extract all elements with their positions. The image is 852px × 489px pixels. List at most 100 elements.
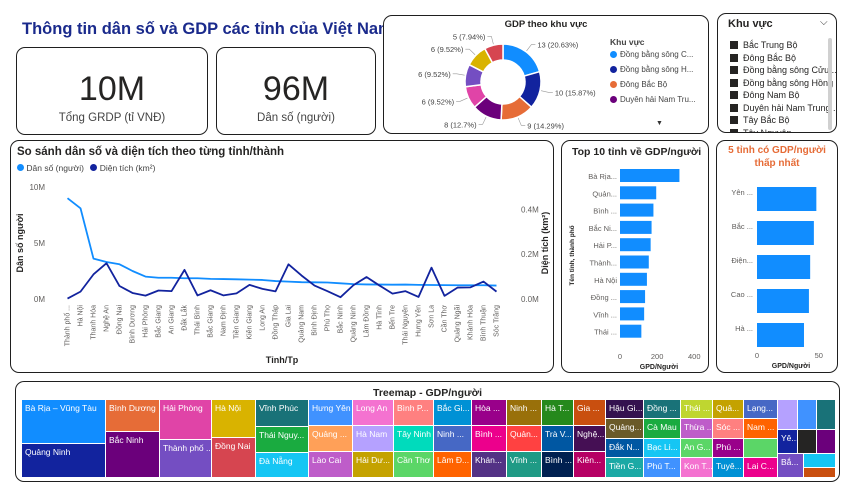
slicer-list[interactable]: Bắc Trung Bộ Đông Bắc Bộ Đồng bằng sông Cử… <box>718 32 836 132</box>
treemap-cell[interactable]: Bắc Ninh <box>106 432 160 478</box>
treemap-cell[interactable]: Thái Nguy... <box>256 427 309 453</box>
treemap-cell[interactable]: Lạng... <box>744 400 778 419</box>
treemap-cell[interactable]: Lai C... <box>744 458 778 478</box>
donut-legend-item[interactable]: Đồng bằng sông C... <box>610 50 706 65</box>
treemap-cell[interactable] <box>798 430 817 454</box>
treemap-cell[interactable]: Quả... <box>713 400 744 419</box>
slicer-checkbox[interactable] <box>730 103 738 112</box>
treemap-cell[interactable]: Tiền G... <box>606 458 644 478</box>
treemap-cell[interactable]: Bình P... <box>394 400 434 426</box>
treemap-cell[interactable]: Hải Dư... <box>353 452 394 478</box>
top10-bar[interactable] <box>620 220 652 234</box>
bottom5-bar[interactable] <box>757 187 817 211</box>
treemap-cell[interactable]: Lào Cai <box>309 452 353 478</box>
kpi-card-population[interactable]: 96M Dân số (người) <box>216 47 376 135</box>
donut-slice[interactable] <box>502 43 541 77</box>
slicer-checkbox[interactable] <box>730 128 738 132</box>
treemap-cell[interactable]: Đồng Nai <box>212 438 256 478</box>
slicer-item[interactable]: Đông Nam Bộ <box>730 90 800 100</box>
donut-legend-item[interactable]: Duyên hải Nam Tru... <box>610 95 706 110</box>
treemap-cell[interactable]: Cần Thơ <box>394 452 434 478</box>
treemap-cell[interactable]: Nam ... <box>744 419 778 439</box>
slicer-item[interactable]: Duyên hải Nam Trung ... <box>730 103 836 113</box>
donut-legend-item[interactable]: Đồng bằng sông H... <box>610 65 706 80</box>
donut-chart-card[interactable]: GDP theo khu vực 13 (20.63%) 10 (15.87%) 9… <box>383 15 709 134</box>
treemap-cell[interactable]: Quảng... <box>606 419 644 439</box>
top10-bar[interactable] <box>620 203 654 217</box>
treemap-cell[interactable]: Yê... <box>778 430 798 454</box>
treemap-cell[interactable]: Hải Phòng <box>160 400 212 440</box>
top10-bar[interactable] <box>620 307 645 321</box>
slicer-item[interactable]: Đông Bắc Bộ <box>730 53 796 63</box>
treemap-cell[interactable]: Ninh ... <box>507 400 542 426</box>
top10-bar[interactable] <box>620 324 642 338</box>
top10-bar[interactable] <box>620 255 649 269</box>
treemap-cell[interactable] <box>804 468 836 478</box>
treemap-cell[interactable]: Tuyê... <box>713 458 744 478</box>
kpi-card-grdp[interactable]: 10M Tổng GRDP (tỉ VNĐ) <box>16 47 208 135</box>
treemap-cell[interactable]: Bình Dương <box>106 400 160 432</box>
treemap-cell[interactable]: Bắ... <box>778 454 804 478</box>
top10-bar[interactable] <box>620 169 680 182</box>
treemap-cell[interactable]: Ninh ... <box>434 426 472 452</box>
treemap-cell[interactable] <box>804 454 836 468</box>
slicer-checkbox[interactable] <box>730 53 738 62</box>
donut-legend[interactable]: Đồng bằng sông C... Đồng bằng sông H... Đô… <box>610 50 706 110</box>
slicer-item[interactable]: Tây Nguyên <box>730 128 792 132</box>
treemap-cell[interactable]: Khán... <box>472 452 507 478</box>
treemap-cell[interactable]: Kiên... <box>574 452 606 478</box>
treemap-cell[interactable]: Đà Nẵng <box>256 453 309 478</box>
donut-legend-item[interactable]: Đông Bắc Bộ <box>610 80 706 95</box>
top10-bar[interactable] <box>620 290 646 304</box>
treemap-cell[interactable] <box>798 400 817 430</box>
treemap-cell[interactable]: Quảng Ninh <box>22 444 106 478</box>
treemap-cell[interactable]: Thành phố ... <box>160 440 212 478</box>
bottom5-bar-chart[interactable]: Yên ... Bắc ... Điện... Cao ... Hà ... 0 50 GPD… <box>717 171 838 371</box>
slicer-checkbox[interactable] <box>730 41 738 49</box>
treemap-cell[interactable]: Bình ... <box>542 452 574 478</box>
treemap-cell[interactable]: Đồng ... <box>644 400 681 419</box>
bottom5-bar[interactable] <box>757 289 809 313</box>
treemap-cell[interactable]: Long An <box>353 400 394 426</box>
treemap-cell[interactable]: Hà T... <box>542 400 574 426</box>
treemap-card[interactable]: Treemap - GDP/người Bà Rịa – Vũng Tàu Quả… <box>15 381 840 482</box>
top10-bar-chart[interactable]: Tên tỉnh, thành phố Bà Rịa... Quản... Bình … <box>562 161 709 373</box>
population-line[interactable] <box>66 197 497 287</box>
top10-bar[interactable] <box>620 272 647 286</box>
treemap-cell[interactable]: Cà Mau <box>644 419 681 439</box>
treemap-cell[interactable]: Nghệ... <box>574 426 606 452</box>
top10-bar[interactable] <box>620 186 657 200</box>
region-slicer-card[interactable]: Khu vực ⌵ Bắc Trung Bộ Đông Bắc Bộ Đồng bằ… <box>717 13 837 133</box>
treemap-cell[interactable] <box>817 430 836 454</box>
bottom5-bar[interactable] <box>757 323 804 347</box>
treemap-cell[interactable]: Phú ... <box>713 439 744 458</box>
bottom5-bar[interactable] <box>757 221 814 245</box>
donut-chart[interactable]: 13 (20.63%) 10 (15.87%) 9 (14.29%) 8 (12.7%… <box>398 30 608 134</box>
slicer-item[interactable]: Tây Bắc Bộ <box>730 115 790 125</box>
combo-chart-card[interactable]: So sánh dân số và diện tích theo từng tỉ… <box>10 140 554 373</box>
treemap-cell[interactable]: Trà V... <box>542 426 574 452</box>
top10-chart-card[interactable]: Top 10 tỉnh về GDP/người Tên tỉnh, thành… <box>561 140 709 373</box>
treemap-cell[interactable] <box>778 400 798 430</box>
treemap-cell[interactable]: An G... <box>681 439 713 458</box>
slicer-item[interactable]: Đồng bằng sông Cửu ... <box>730 65 836 75</box>
slicer-checkbox[interactable] <box>730 78 738 87</box>
bottom5-bar[interactable] <box>757 255 811 279</box>
treemap-cell[interactable]: Hưng Yên <box>309 400 353 426</box>
treemap-cell[interactable]: Quảng ... <box>309 426 353 452</box>
treemap-cell[interactable]: Hòa ... <box>472 400 507 426</box>
treemap-cell[interactable]: Quản... <box>507 426 542 452</box>
treemap-cell[interactable]: Tây Ninh <box>394 426 434 452</box>
slicer-checkbox[interactable] <box>730 116 738 124</box>
slicer-scrollbar[interactable] <box>828 38 832 130</box>
treemap[interactable]: Bà Rịa – Vũng Tàu Quảng Ninh Bình Dương Bắc… <box>22 400 836 478</box>
area-line[interactable] <box>67 262 498 300</box>
bottom5-chart-card[interactable]: 5 tỉnh có GDP/người thấp nhất Yên ... Bắc… <box>716 140 838 373</box>
treemap-cell[interactable]: Thừa ... <box>681 419 713 439</box>
treemap-cell[interactable]: Thái ... <box>681 400 713 419</box>
treemap-cell[interactable] <box>744 439 778 458</box>
combo-legend[interactable]: Dân số (người) Diện tích (km²) <box>17 163 155 173</box>
top10-bar[interactable] <box>620 238 651 252</box>
donut-slice[interactable] <box>483 43 504 64</box>
treemap-cell[interactable]: Hậu Gi... <box>606 400 644 419</box>
